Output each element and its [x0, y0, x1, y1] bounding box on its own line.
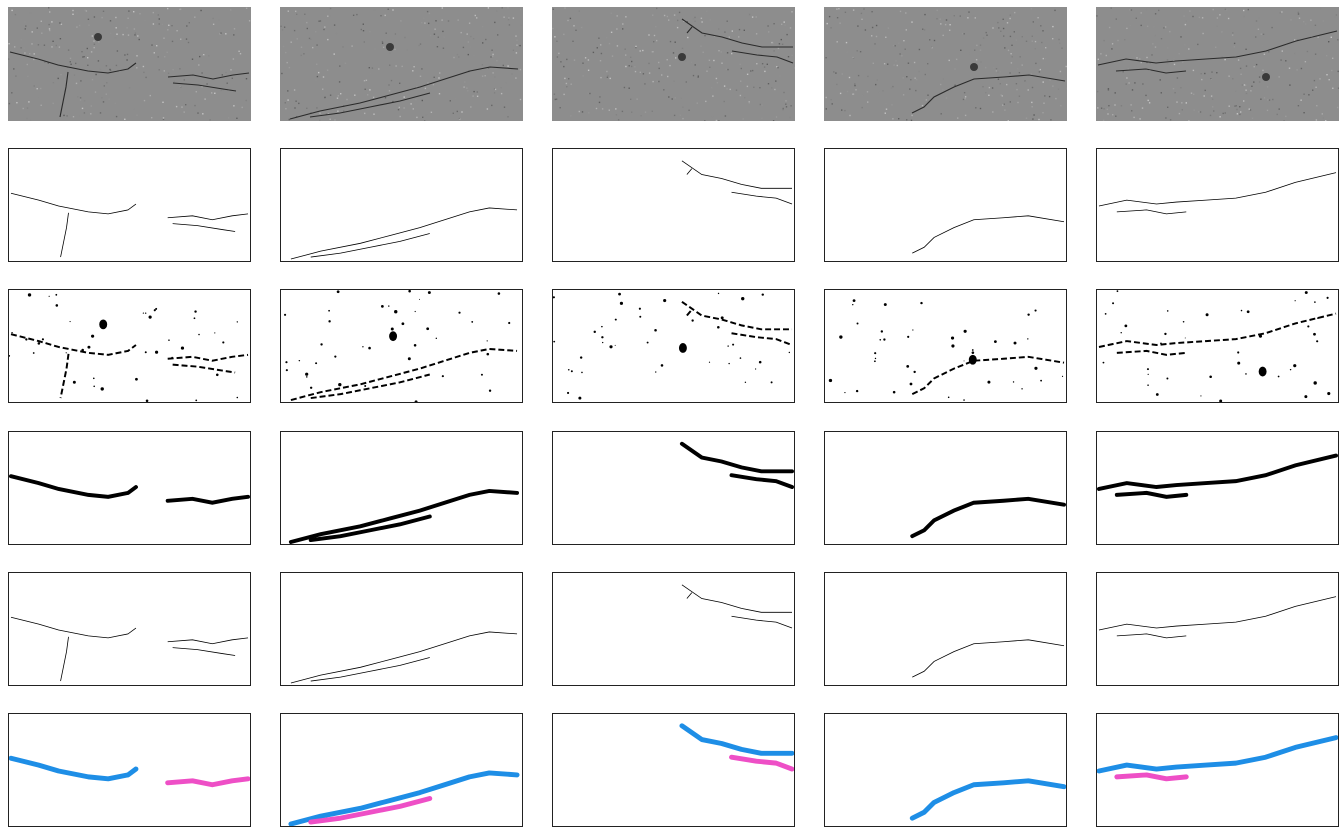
- panel-canvas: [1097, 453, 1338, 499]
- panel-canvas: [553, 292, 793, 400]
- panel-canvas: [290, 207, 518, 260]
- panel-canvas: [10, 616, 249, 682]
- thick-segmentation-panel: [280, 431, 523, 545]
- panel-canvas: [679, 441, 794, 489]
- panel-canvas: [828, 299, 1065, 401]
- panel-canvas: [9, 474, 250, 505]
- panel-canvas: [681, 584, 793, 629]
- panel-canvas: [1098, 172, 1337, 215]
- panel-canvas: [1096, 7, 1339, 121]
- ground-truth-panel: [280, 148, 523, 262]
- panel-canvas: [8, 7, 251, 121]
- instance-segmentation-panel: [824, 713, 1067, 827]
- panel-canvas: [910, 496, 1066, 539]
- panel-canvas: [909, 778, 1066, 821]
- threshold-result-panel: [280, 289, 523, 403]
- panel-canvas: [290, 631, 518, 684]
- threshold-result-panel: [8, 289, 251, 403]
- instance-segmentation-panel: [1096, 713, 1339, 827]
- panel-canvas: [1098, 596, 1337, 639]
- thick-segmentation-panel: [8, 431, 251, 545]
- ground-truth-panel: [824, 148, 1067, 262]
- thin-detection-panel: [552, 572, 795, 686]
- ground-truth-panel: [1096, 148, 1339, 262]
- panel-canvas: [288, 488, 520, 544]
- panel-canvas: [679, 723, 794, 772]
- ground-truth-panel: [552, 148, 795, 262]
- instance-segmentation-panel: [8, 713, 251, 827]
- thin-detection-panel: [8, 572, 251, 686]
- threshold-result-panel: [824, 289, 1067, 403]
- threshold-result-panel: [1096, 289, 1339, 403]
- panel-canvas: [9, 755, 250, 788]
- thick-segmentation-panel: [1096, 431, 1339, 545]
- ground-truth-panel: [8, 148, 251, 262]
- original-image-panel: [8, 7, 251, 121]
- panel-canvas: [280, 7, 523, 121]
- original-image-panel: [280, 7, 523, 121]
- panel-canvas: [1097, 735, 1338, 782]
- instance-segmentation-panel: [280, 713, 523, 827]
- panel-canvas: [912, 639, 1065, 678]
- panel-canvas: [283, 290, 518, 402]
- panel-canvas: [10, 192, 249, 258]
- panel-canvas: [1098, 290, 1337, 402]
- instance-segmentation-panel: [552, 713, 795, 827]
- panel-canvas: [552, 7, 795, 121]
- thin-detection-panel: [824, 572, 1067, 686]
- panel-canvas: [288, 770, 520, 826]
- panel-canvas: [912, 215, 1065, 254]
- original-image-panel: [824, 7, 1067, 121]
- original-image-panel: [1096, 7, 1339, 121]
- original-image-panel: [552, 7, 795, 121]
- thin-detection-panel: [280, 572, 523, 686]
- threshold-result-panel: [552, 289, 795, 403]
- thin-detection-panel: [1096, 572, 1339, 686]
- panel-canvas: [9, 293, 249, 402]
- thick-segmentation-panel: [552, 431, 795, 545]
- thick-segmentation-panel: [824, 431, 1067, 545]
- panel-canvas: [681, 160, 793, 205]
- panel-canvas: [824, 7, 1067, 121]
